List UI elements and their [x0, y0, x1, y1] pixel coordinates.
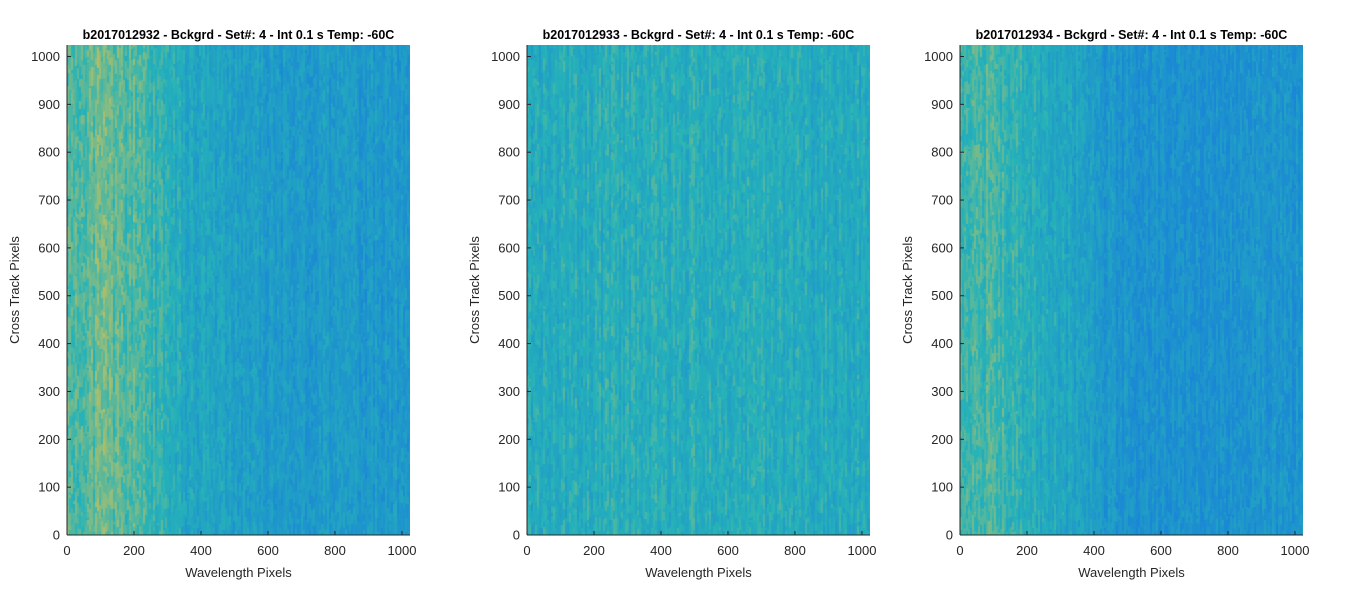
y-tick-label: 600 — [498, 240, 520, 255]
y-tick-label: 0 — [53, 528, 60, 543]
y-tick-label: 400 — [931, 336, 953, 351]
y-tick-label: 200 — [931, 432, 953, 447]
y-tick-label: 400 — [498, 336, 520, 351]
y-tick-label: 100 — [931, 480, 953, 495]
chart-title: b2017012934 - Bckgrd - Set#: 4 - Int 0.1… — [976, 28, 1288, 42]
y-axis-label: Cross Track Pixels — [467, 236, 482, 344]
x-tick-label: 1000 — [848, 543, 877, 558]
x-tick-label: 800 — [784, 543, 806, 558]
y-tick-label: 700 — [498, 193, 520, 208]
chart-panel-3: 0 200 400 600 800 1000 0 100 200 300 400 500 600 700 8… — [893, 0, 1313, 600]
x-tick-label: 200 — [123, 543, 145, 558]
y-tick-label: 1000 — [491, 49, 520, 64]
y-tick-label: 900 — [498, 97, 520, 112]
y-tick-label: 500 — [931, 288, 953, 303]
x-tick-label: 200 — [1016, 543, 1038, 558]
y-tick-label: 200 — [498, 432, 520, 447]
y-tick-label: 100 — [38, 480, 60, 495]
y-tick-label: 800 — [498, 145, 520, 160]
y-tick-label: 400 — [38, 336, 60, 351]
x-tick-label: 800 — [1217, 543, 1239, 558]
chart-panel-2: 0 200 400 600 800 1000 0 100 200 300 400 500 600 700 8… — [460, 0, 880, 600]
x-tick-label: 400 — [650, 543, 672, 558]
heatmap-image — [960, 45, 1303, 535]
y-tick-label: 0 — [946, 528, 953, 543]
y-tick-label: 500 — [498, 288, 520, 303]
y-axis-label: Cross Track Pixels — [7, 236, 22, 344]
x-tick-label: 1000 — [388, 543, 417, 558]
chart-panel-1: 0 200 400 600 800 1000 0 100 200 300 400 500 600 700 8… — [0, 0, 420, 600]
x-tick-label: 1000 — [1281, 543, 1310, 558]
chart-title: b2017012932 - Bckgrd - Set#: 4 - Int 0.1… — [83, 28, 395, 42]
y-tick-label: 600 — [38, 240, 60, 255]
y-tick-label: 300 — [931, 384, 953, 399]
x-tick-label: 0 — [63, 543, 70, 558]
y-tick-label: 700 — [38, 193, 60, 208]
y-tick-label: 300 — [38, 384, 60, 399]
y-axis-label: Cross Track Pixels — [900, 236, 915, 344]
x-axis-label: Wavelength Pixels — [185, 565, 292, 580]
heatmap-chart-1: 0 200 400 600 800 1000 0 100 200 300 400 500 600 700 8… — [7, 28, 417, 580]
heatmap-image — [527, 45, 870, 535]
x-tick-label: 600 — [717, 543, 739, 558]
chart-title: b2017012933 - Bckgrd - Set#: 4 - Int 0.1… — [543, 28, 855, 42]
y-tick-label: 600 — [931, 240, 953, 255]
x-tick-label: 200 — [583, 543, 605, 558]
y-tick-label: 800 — [38, 145, 60, 160]
x-tick-label: 400 — [1083, 543, 1105, 558]
x-axis-label: Wavelength Pixels — [1078, 565, 1185, 580]
y-tick-label: 800 — [931, 145, 953, 160]
y-tick-label: 0 — [513, 528, 520, 543]
y-tick-label: 900 — [38, 97, 60, 112]
x-tick-label: 600 — [257, 543, 279, 558]
heatmap-chart-3: 0 200 400 600 800 1000 0 100 200 300 400 500 600 700 8… — [900, 28, 1310, 580]
y-tick-label: 500 — [38, 288, 60, 303]
x-tick-label: 600 — [1150, 543, 1172, 558]
y-tick-label: 200 — [38, 432, 60, 447]
y-tick-label: 1000 — [31, 49, 60, 64]
y-tick-label: 300 — [498, 384, 520, 399]
heatmap-image — [67, 45, 410, 535]
x-tick-label: 800 — [324, 543, 346, 558]
x-tick-label: 400 — [190, 543, 212, 558]
heatmap-chart-2: 0 200 400 600 800 1000 0 100 200 300 400 500 600 700 8… — [467, 28, 877, 580]
y-tick-label: 900 — [931, 97, 953, 112]
y-tick-label: 1000 — [924, 49, 953, 64]
x-axis-label: Wavelength Pixels — [645, 565, 752, 580]
x-tick-label: 0 — [523, 543, 530, 558]
x-tick-label: 0 — [956, 543, 963, 558]
y-tick-label: 700 — [931, 193, 953, 208]
y-tick-label: 100 — [498, 480, 520, 495]
